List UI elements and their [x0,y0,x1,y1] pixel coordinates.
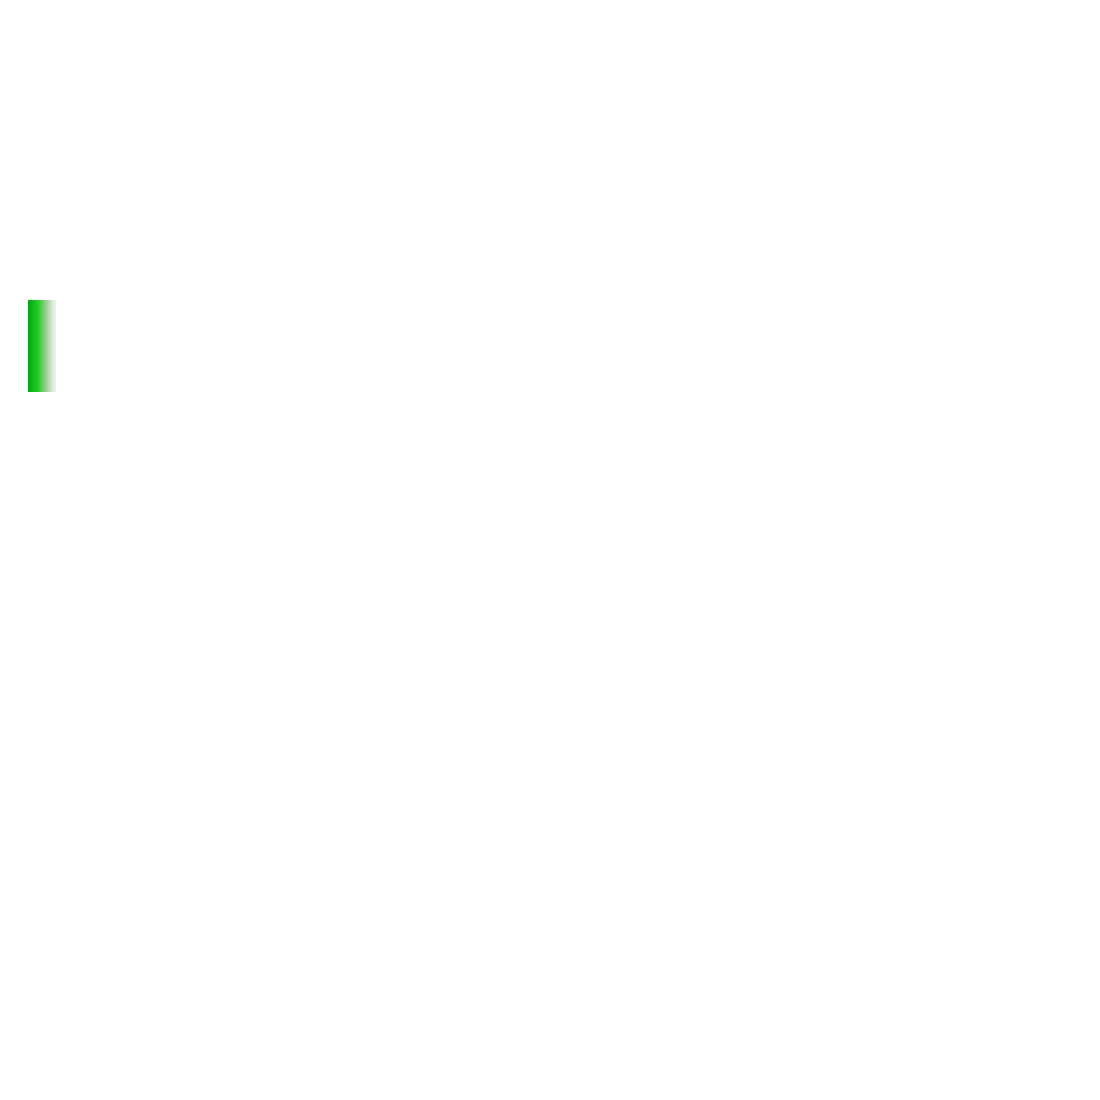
meteogram-root: { "title": "GFS 0~10day 3-hourly for NAC… [0,0,1100,1100]
upper-panel-shading [0,0,1100,1100]
chart-graphics [0,0,1100,1100]
